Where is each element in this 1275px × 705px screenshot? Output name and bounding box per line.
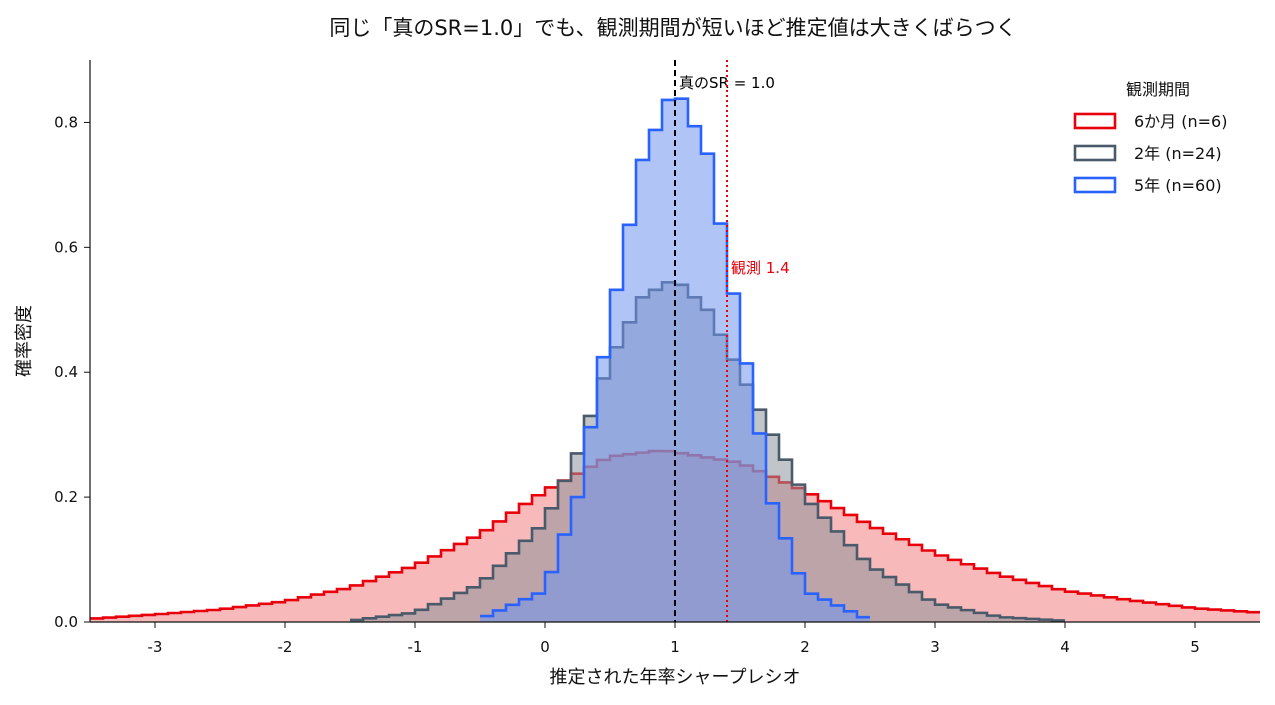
x-axis-label: 推定された年率シャープレシオ [550,667,801,688]
chart-title: 同じ「真のSR=1.0」でも、観測期間が短いほど推定値は大きくばらつく [329,16,1016,40]
reference-label-1: 真のSR = 1.0 [679,74,775,92]
legend-label: 6か月 (n=6) [1134,112,1227,131]
x-ticks: -3 -2 -1 0 1 2 3 4 5 [148,622,1200,656]
x-tick-label: 4 [1060,638,1070,656]
reference-lines: 真のSR = 1.0 観測 1.4 [674,60,790,622]
y-tick-label: 0.8 [54,113,78,131]
y-ticks: 0.0 0.2 0.4 0.6 0.8 [54,113,90,631]
y-tick-label: 0.2 [54,488,78,506]
legend-swatch [1073,144,1117,162]
y-tick-label: 0.4 [54,363,78,381]
x-tick-label: -2 [278,638,293,656]
legend-title: 観測期間 [1126,80,1190,99]
legend: 観測期間 6か月 (n=6) 2年 (n=24) 5年 (n=60) [1073,80,1227,195]
x-tick-label: -3 [148,638,163,656]
x-tick-label: 5 [1190,638,1200,656]
series-line-3 [480,97,870,619]
reference-label-2: 観測 1.4 [731,259,790,277]
x-tick-label: 2 [800,638,810,656]
legend-label: 2年 (n=24) [1134,144,1222,163]
legend-items: 6か月 (n=6) 2年 (n=24) 5年 (n=60) [1073,112,1227,195]
legend-swatch [1073,112,1117,130]
x-tick-label: 3 [930,638,940,656]
y-tick-label: 0.6 [54,238,78,256]
legend-swatch [1073,176,1117,194]
y-tick-label: 0.0 [54,613,78,631]
legend-entry-1: 6か月 (n=6) [1073,112,1227,131]
legend-label: 5年 (n=60) [1134,176,1222,195]
x-tick-label: 0 [540,638,550,656]
x-tick-label: -1 [408,638,423,656]
y-axis-label: 確率密度 [14,305,35,377]
legend-entry-2: 2年 (n=24) [1073,144,1222,163]
legend-entry-3: 5年 (n=60) [1073,176,1222,195]
x-tick-label: 1 [670,638,680,656]
